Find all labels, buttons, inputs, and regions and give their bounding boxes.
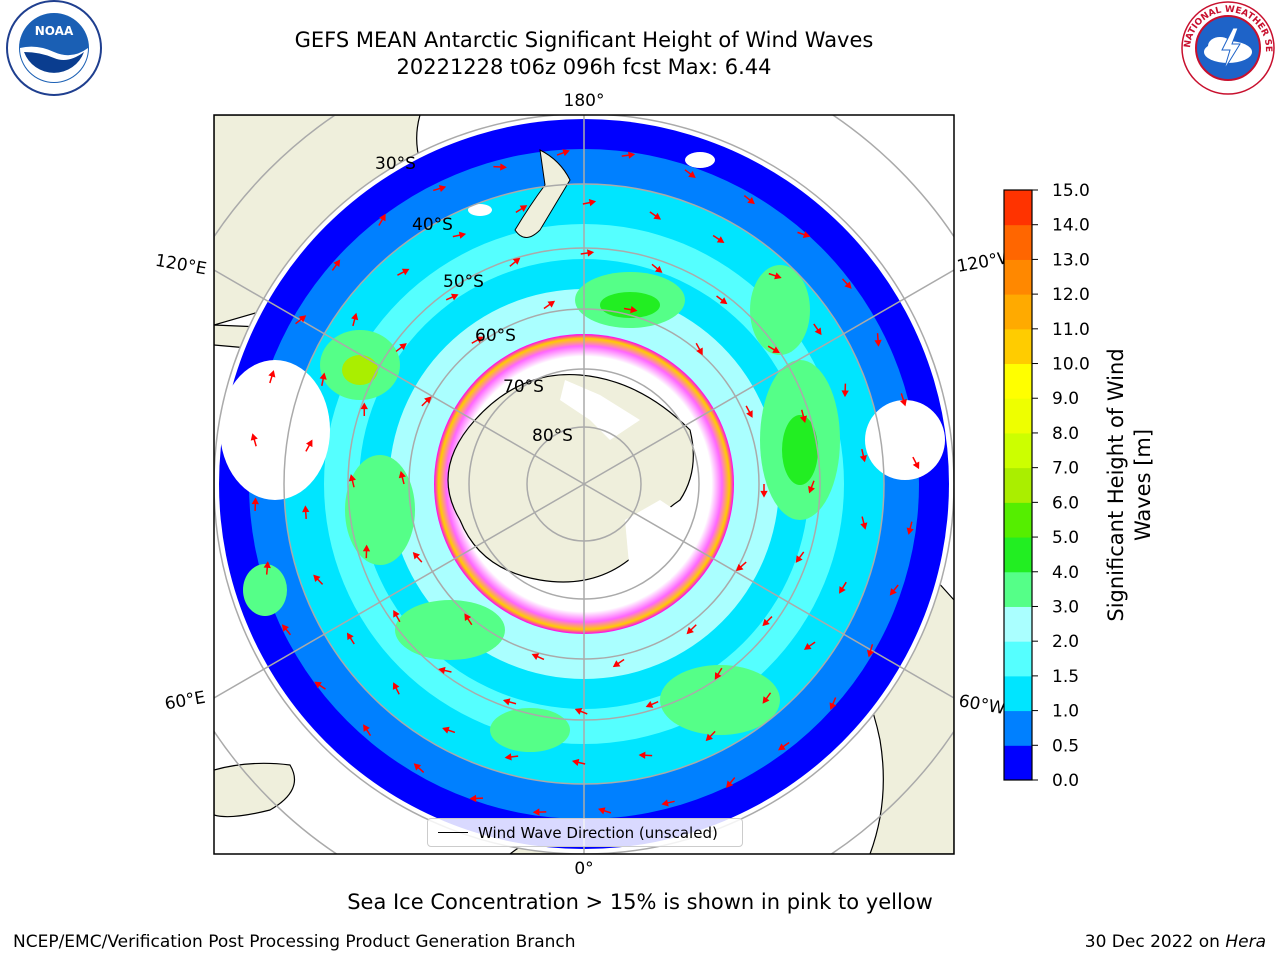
colorbar: 0.0 0.5 1.0 1.5 2.0 3.0 4.0 5.0 6.0 7.0 8.0 9.0 10.0… [1004,181,1090,791]
colorbar-tick-label: 2.0 [1052,632,1079,652]
lon-label-180: 180° [564,91,605,111]
lon-label-60e: 60°E [163,688,207,715]
colorbar-tick-label: 14.0 [1052,216,1090,236]
colorbar-swatch [1004,294,1032,329]
colorbar-tick-label: 1.0 [1052,702,1079,722]
lon-label-60w: 60°W [957,691,1007,719]
colorbar-swatch [1004,676,1032,711]
colorbar-swatch [1004,537,1032,572]
lon-label-120e: 120°E [154,251,208,280]
colorbar-tick-label: 1.5 [1052,667,1079,687]
lat-label-70s: 70°S [503,377,544,397]
colorbar-tick-label: 10.0 [1052,355,1090,375]
credit-line: NCEP/EMC/Verification Post Processing Pr… [13,932,576,952]
colorbar-tick-label: 4.0 [1052,563,1079,583]
colorbar-tick-label: 6.0 [1052,493,1079,513]
lat-label-60s: 60°S [475,326,516,346]
colorbar-tick-label: 7.0 [1052,459,1079,479]
colorbar-tick-label: 15.0 [1052,181,1090,201]
colorbar-swatch [1004,745,1032,780]
lat-label-40s: 40°S [412,215,453,235]
colorbar-tick-label: 9.0 [1052,389,1079,409]
colorbar-swatch [1004,572,1032,607]
colorbar-swatch [1004,190,1032,225]
colorbar-swatch [1004,433,1032,468]
colorbar-swatch [1004,641,1032,676]
lat-label-80s: 80°S [532,426,573,446]
colorbar-tick-label: 12.0 [1052,285,1090,305]
colorbar-swatch [1004,711,1032,746]
colorbar-tick-label: 13.0 [1052,250,1090,270]
legend-line-swatch [438,832,468,833]
colorbar-swatch [1004,329,1032,364]
colorbar-tick-label: 0.5 [1052,736,1079,756]
date-line: 30 Dec 2022 on Hera [1085,932,1266,952]
colorbar-swatch [1004,225,1032,260]
colorbar-label-line2: Waves [m] [1131,429,1155,541]
colorbar-tick-label: 5.0 [1052,528,1079,548]
colorbar-tick-label: 3.0 [1052,597,1079,617]
colorbar-swatch [1004,259,1032,294]
legend-label: Wind Wave Direction (unscaled) [478,824,718,842]
colorbar-label-line1: Significant Height of Wind [1104,348,1128,621]
lon-label-0: 0° [574,859,593,879]
lat-label-50s: 50°S [443,272,484,292]
date-text: 30 Dec 2022 on [1085,932,1226,952]
colorbar-tick-label: 11.0 [1052,320,1090,340]
colorbar-swatch [1004,502,1032,537]
colorbar-swatch [1004,468,1032,503]
colorbar-swatch [1004,606,1032,641]
sea-ice-footnote: Sea Ice Concentration > 15% is shown in … [0,890,1280,914]
colorbar-swatch [1004,398,1032,433]
lat-label-30s: 30°S [375,154,416,174]
colorbar-tick-label: 0.0 [1052,771,1079,791]
map-legend: Wind Wave Direction (unscaled) [427,818,743,847]
colorbar-swatch [1004,364,1032,399]
colorbar-tick-label: 8.0 [1052,424,1079,444]
machine-name: Hera [1225,932,1266,952]
